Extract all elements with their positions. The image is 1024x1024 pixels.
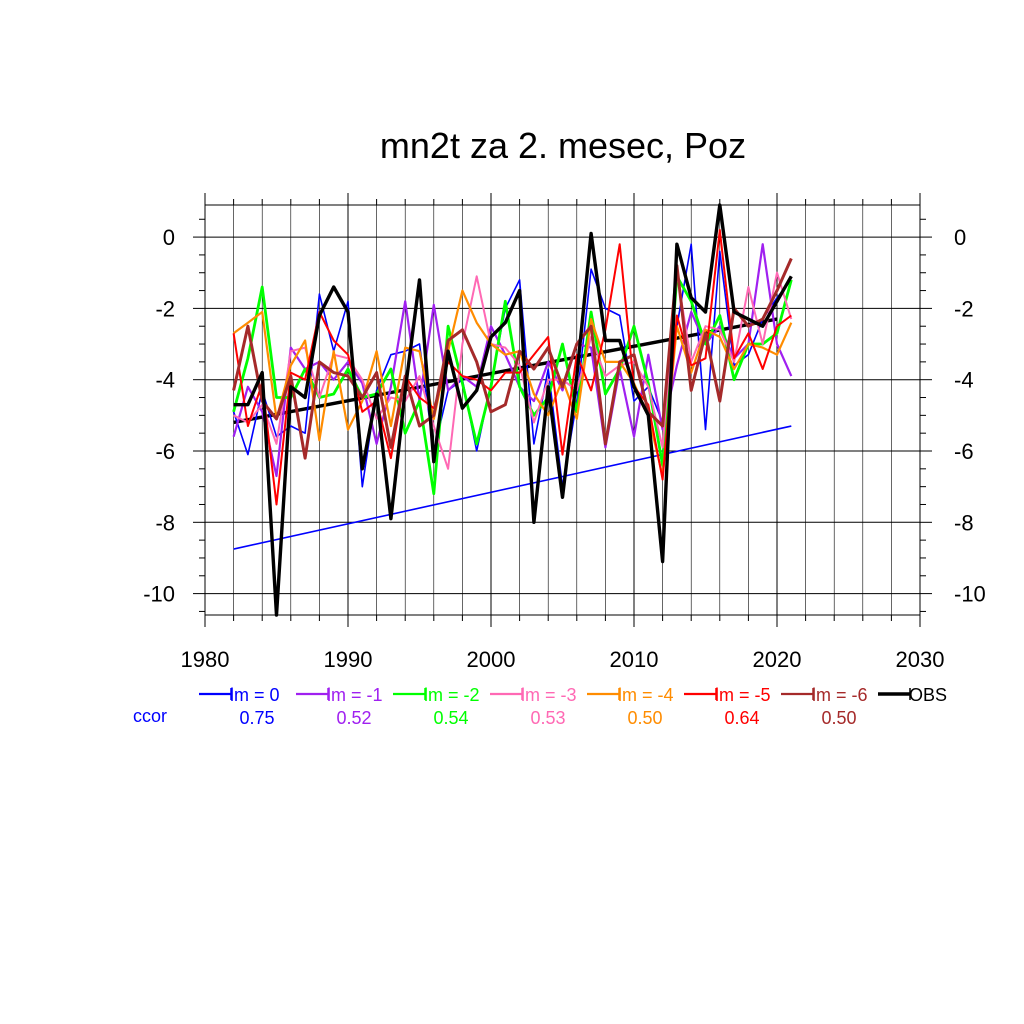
x-tick-label: 2030 bbox=[896, 647, 945, 672]
legend-label: lm = -1 bbox=[327, 685, 383, 705]
tick-labels: 1980 1990 2000 2010 2020 2030 0 0 -2 -2 -4 -4 -6 -6 -8… bbox=[143, 225, 986, 672]
series-line-obs bbox=[233, 203, 793, 617]
y-tick-label-left: -8 bbox=[155, 510, 175, 535]
y-tick-label-right: -8 bbox=[954, 510, 974, 535]
legend-label: lm = -6 bbox=[812, 685, 868, 705]
x-tick-label: 2020 bbox=[753, 647, 802, 672]
y-tick-label-left: 0 bbox=[163, 225, 175, 250]
ccor-value: 0.75 bbox=[239, 708, 274, 728]
chart-title: mn2t za 2. mesec, Poz bbox=[380, 125, 746, 166]
legend-label: lm = -2 bbox=[424, 685, 480, 705]
trend-line bbox=[233, 425, 792, 550]
ccor-label: ccor bbox=[133, 706, 167, 726]
y-tick-label-right: -6 bbox=[954, 439, 974, 464]
plot-frame bbox=[204, 204, 921, 616]
legend-label: lm = 0 bbox=[230, 685, 280, 705]
x-tick-label: 2010 bbox=[610, 647, 659, 672]
legend-label: lm = -4 bbox=[618, 685, 674, 705]
ccor-value: 0.50 bbox=[821, 708, 856, 728]
ccor-value: 0.50 bbox=[627, 708, 662, 728]
ccor-value: 0.52 bbox=[336, 708, 371, 728]
ccor-value: 0.64 bbox=[724, 708, 759, 728]
y-tick-label-left: -6 bbox=[155, 439, 175, 464]
x-tick-label: 2000 bbox=[467, 647, 516, 672]
legend: lm = 0 lm = -1 lm = -2 lm = -3 lm = -4 lm = -… bbox=[133, 685, 947, 728]
legend-label: OBS bbox=[909, 685, 947, 705]
series-lines bbox=[232, 203, 793, 617]
legend-label: lm = -3 bbox=[521, 685, 577, 705]
series-line-lm-1 bbox=[232, 243, 793, 478]
series-line-lm-3 bbox=[233, 271, 793, 470]
series-line-lm-4 bbox=[232, 289, 793, 478]
y-tick-label-right: 0 bbox=[954, 225, 966, 250]
y-tick-label-left: -10 bbox=[143, 582, 175, 607]
legend-label: lm = -5 bbox=[715, 685, 771, 705]
ccor-value: 0.53 bbox=[530, 708, 565, 728]
y-tick-label-left: -4 bbox=[155, 368, 175, 393]
ccor-value: 0.54 bbox=[433, 708, 468, 728]
series-line-lm-6 bbox=[232, 257, 793, 460]
x-tick-label: 1980 bbox=[181, 647, 230, 672]
y-tick-label-right: -10 bbox=[954, 582, 986, 607]
y-tick-label-right: -2 bbox=[954, 296, 974, 321]
axis-ticks bbox=[193, 193, 932, 627]
x-tick-label: 1990 bbox=[324, 647, 373, 672]
y-tick-label-right: -4 bbox=[954, 368, 974, 393]
series-line-lm-0 bbox=[232, 243, 792, 488]
y-tick-label-left: -2 bbox=[155, 296, 175, 321]
